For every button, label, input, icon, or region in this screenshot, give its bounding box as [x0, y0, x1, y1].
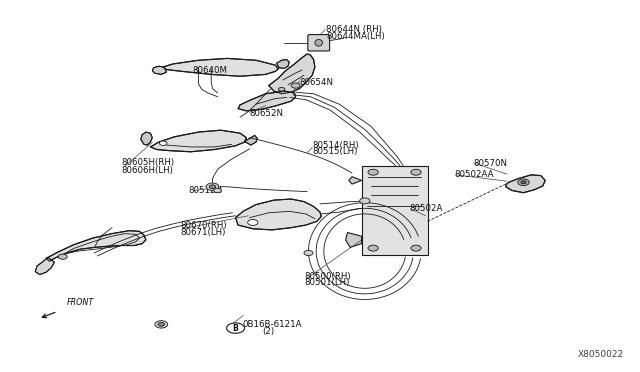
Text: X8050022: X8050022 [578, 350, 624, 359]
Circle shape [278, 87, 285, 91]
Polygon shape [152, 66, 166, 74]
FancyBboxPatch shape [308, 35, 330, 51]
Text: 80644MA(LH): 80644MA(LH) [326, 32, 385, 41]
Bar [362, 166, 428, 255]
Polygon shape [150, 130, 246, 152]
Text: 80514(RH): 80514(RH) [312, 141, 359, 150]
Text: 0B16B-6121A: 0B16B-6121A [242, 320, 301, 329]
Polygon shape [269, 54, 315, 94]
Text: 80606H(LH): 80606H(LH) [122, 166, 173, 174]
Circle shape [521, 181, 526, 184]
Text: FRONT: FRONT [67, 298, 95, 307]
Text: 80570N: 80570N [474, 159, 508, 168]
Text: 80640M: 80640M [192, 66, 227, 75]
Text: (2): (2) [262, 327, 275, 336]
Circle shape [518, 179, 529, 186]
Circle shape [159, 141, 167, 145]
Circle shape [155, 321, 168, 328]
Circle shape [209, 185, 216, 189]
Polygon shape [46, 231, 146, 261]
Text: 80670(RH): 80670(RH) [180, 221, 227, 230]
Text: 80605H(RH): 80605H(RH) [122, 158, 175, 167]
Polygon shape [276, 60, 289, 68]
Circle shape [291, 83, 300, 88]
Circle shape [206, 183, 219, 190]
Text: 80654N: 80654N [300, 78, 333, 87]
Text: B: B [233, 324, 238, 333]
Circle shape [411, 245, 421, 251]
Text: 80512H: 80512H [189, 186, 223, 195]
Text: 80502A: 80502A [410, 204, 443, 213]
Text: 80501(LH): 80501(LH) [305, 278, 350, 287]
Polygon shape [35, 257, 54, 275]
Text: 80644N (RH): 80644N (RH) [326, 25, 382, 34]
Circle shape [411, 169, 421, 175]
Circle shape [158, 323, 164, 326]
Polygon shape [238, 91, 296, 111]
Polygon shape [236, 199, 321, 230]
Circle shape [304, 250, 313, 256]
Polygon shape [141, 132, 152, 145]
Polygon shape [163, 58, 278, 76]
Polygon shape [349, 177, 362, 184]
Circle shape [227, 323, 244, 333]
Circle shape [248, 219, 258, 225]
Text: 80515(LH): 80515(LH) [312, 147, 358, 156]
Text: 80671(LH): 80671(LH) [180, 228, 226, 237]
Circle shape [58, 254, 67, 259]
Circle shape [368, 245, 378, 251]
Text: 80500(RH): 80500(RH) [305, 272, 351, 280]
Polygon shape [346, 232, 362, 247]
Circle shape [360, 198, 370, 204]
Circle shape [368, 169, 378, 175]
Polygon shape [506, 175, 545, 193]
Text: 80502AA: 80502AA [454, 170, 494, 179]
Circle shape [214, 188, 221, 193]
Text: 80652N: 80652N [250, 109, 284, 118]
Ellipse shape [315, 39, 323, 46]
Polygon shape [244, 135, 257, 145]
